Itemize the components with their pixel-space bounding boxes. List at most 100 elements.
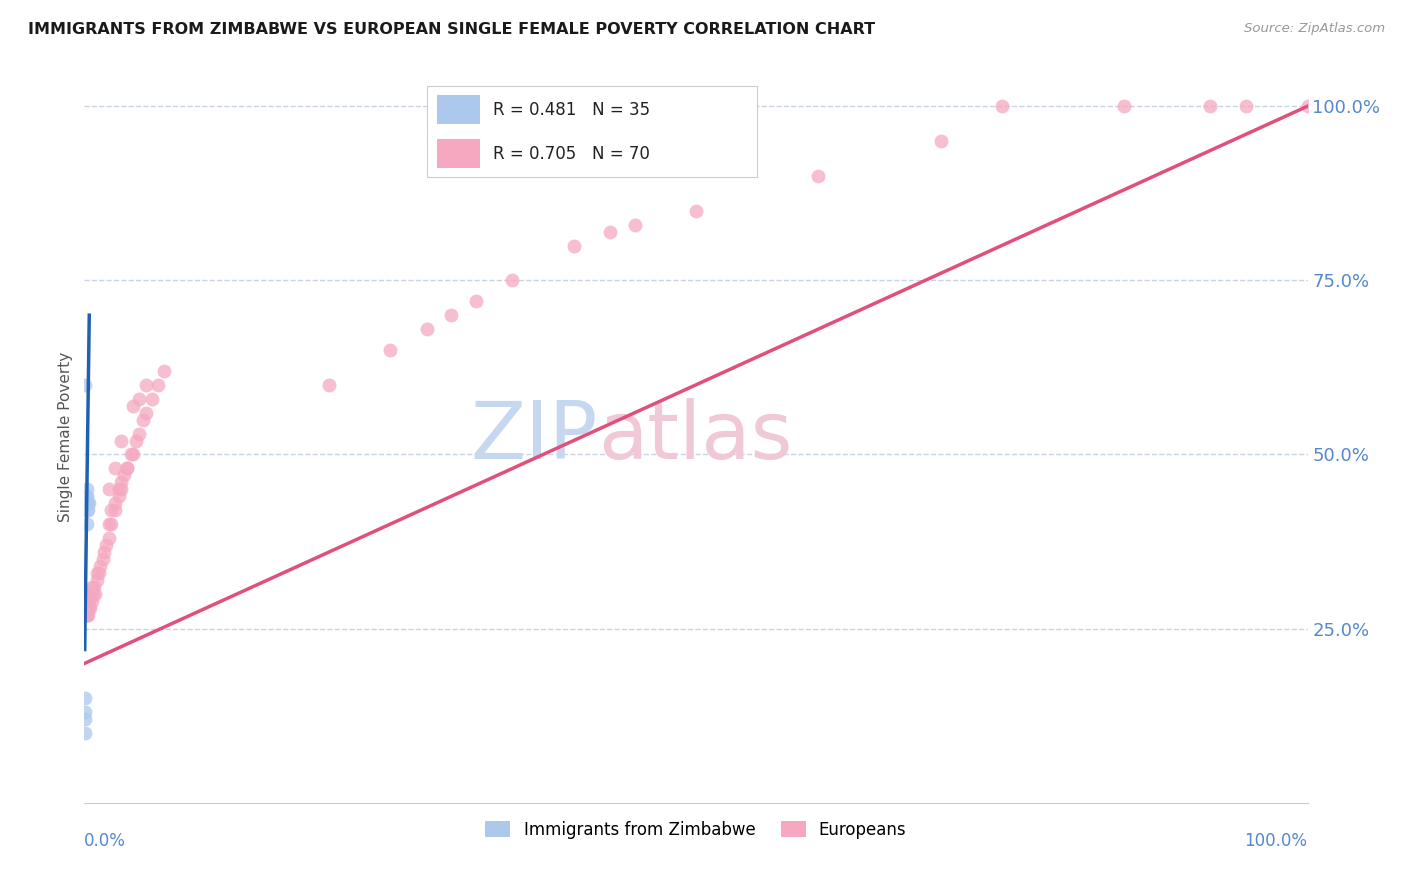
Point [77, 496, 100, 510]
Point [1296, 99, 1319, 113]
Point [599, 225, 621, 239]
Text: 100.0%: 100.0% [1244, 832, 1308, 850]
Point [97, 483, 120, 497]
Point [73, 607, 96, 622]
Point [416, 322, 439, 336]
Point [110, 434, 132, 448]
Point [77, 587, 100, 601]
Point [110, 475, 132, 490]
Point [76, 496, 98, 510]
Text: atlas: atlas [598, 398, 793, 476]
Point [75, 496, 97, 510]
Point [75, 705, 97, 719]
Point [562, 238, 585, 252]
Point [91, 552, 114, 566]
Point [380, 343, 402, 357]
Point [75, 600, 97, 615]
Point [75, 600, 97, 615]
Point [75, 594, 97, 608]
Point [77, 496, 100, 510]
Point [122, 448, 145, 462]
Point [75, 587, 97, 601]
Point [75, 594, 97, 608]
Point [80, 594, 103, 608]
Point [685, 203, 707, 218]
Point [128, 392, 150, 406]
Point [135, 377, 157, 392]
Point [128, 426, 150, 441]
Point [75, 594, 97, 608]
Point [318, 377, 340, 392]
Point [120, 448, 142, 462]
Point [807, 169, 830, 183]
Point [97, 531, 120, 545]
Text: Source: ZipAtlas.com: Source: ZipAtlas.com [1244, 22, 1385, 36]
Point [73, 600, 96, 615]
Point [76, 517, 98, 532]
Point [75, 607, 97, 622]
Point [73, 712, 96, 726]
Point [77, 503, 100, 517]
Y-axis label: Single Female Poverty: Single Female Poverty [58, 352, 73, 522]
Point [86, 573, 108, 587]
Point [624, 218, 647, 232]
Point [75, 607, 97, 622]
Point [1114, 99, 1136, 113]
Point [104, 503, 127, 517]
Point [97, 517, 120, 532]
Point [929, 134, 952, 148]
Point [79, 587, 101, 601]
Point [75, 587, 97, 601]
Legend: Immigrants from Zimbabwe, Europeans: Immigrants from Zimbabwe, Europeans [479, 814, 912, 846]
Point [440, 308, 463, 322]
Point [96, 538, 118, 552]
Point [76, 483, 98, 497]
Point [75, 587, 97, 601]
Point [104, 461, 127, 475]
Point [125, 434, 148, 448]
Point [100, 517, 122, 532]
Point [115, 461, 138, 475]
Point [79, 600, 101, 615]
Point [80, 580, 103, 594]
Point [75, 587, 97, 601]
Point [115, 461, 138, 475]
Point [76, 600, 98, 615]
Point [75, 607, 97, 622]
Point [75, 691, 97, 706]
Point [107, 483, 129, 497]
Point [141, 392, 163, 406]
Point [100, 503, 122, 517]
Point [991, 99, 1014, 113]
Point [89, 558, 111, 573]
Point [76, 496, 98, 510]
Point [464, 294, 486, 309]
Point [122, 399, 145, 413]
Point [73, 607, 96, 622]
Point [84, 587, 107, 601]
Point [73, 726, 96, 740]
Point [76, 607, 98, 622]
Point [77, 600, 100, 615]
Text: IMMIGRANTS FROM ZIMBABWE VS EUROPEAN SINGLE FEMALE POVERTY CORRELATION CHART: IMMIGRANTS FROM ZIMBABWE VS EUROPEAN SIN… [28, 22, 876, 37]
Point [75, 600, 97, 615]
Point [87, 566, 110, 580]
Point [75, 607, 97, 622]
Point [110, 483, 132, 497]
Point [112, 468, 135, 483]
Point [1236, 99, 1258, 113]
Text: ZIP: ZIP [471, 398, 598, 476]
Point [153, 364, 176, 378]
Point [75, 600, 97, 615]
Point [93, 545, 115, 559]
Point [77, 594, 100, 608]
Point [104, 496, 127, 510]
Point [75, 607, 97, 622]
Point [76, 489, 98, 503]
Point [82, 587, 104, 601]
Point [77, 600, 100, 615]
Point [73, 377, 96, 392]
Point [135, 406, 157, 420]
Point [86, 566, 108, 580]
Point [132, 412, 155, 426]
